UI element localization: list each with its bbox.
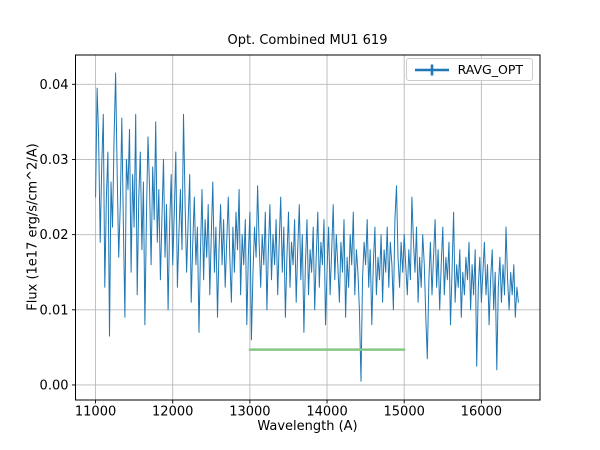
x-tick-label: 15000 bbox=[384, 405, 425, 420]
axes-spines bbox=[75, 54, 541, 401]
series-RAVG_OPT bbox=[95, 72, 519, 382]
x-tick-label: 13000 bbox=[229, 405, 270, 420]
x-tick-label: 12000 bbox=[152, 405, 193, 420]
x-axis-label: Wavelength (A) bbox=[257, 419, 358, 434]
y-tick-label: 0.04 bbox=[40, 78, 69, 93]
y-axis-label: Flux (1e17 erg/s/cm^2/A) bbox=[25, 143, 41, 311]
x-tick-label: 14000 bbox=[306, 405, 347, 420]
y-tick-label: 0.01 bbox=[40, 303, 69, 318]
errorbar-marker-icon bbox=[414, 64, 449, 75]
y-tick-label: 0.00 bbox=[40, 378, 69, 393]
plot-title: Opt. Combined MU1 619 bbox=[227, 33, 388, 48]
legend-entry-label: RAVG_OPT bbox=[457, 62, 523, 77]
legend: RAVG_OPT bbox=[405, 58, 533, 81]
y-tick-label: 0.03 bbox=[40, 153, 69, 168]
y-tick-label: 0.02 bbox=[40, 228, 69, 243]
x-tick-label: 11000 bbox=[75, 405, 116, 420]
x-tick-label: 16000 bbox=[461, 405, 502, 420]
